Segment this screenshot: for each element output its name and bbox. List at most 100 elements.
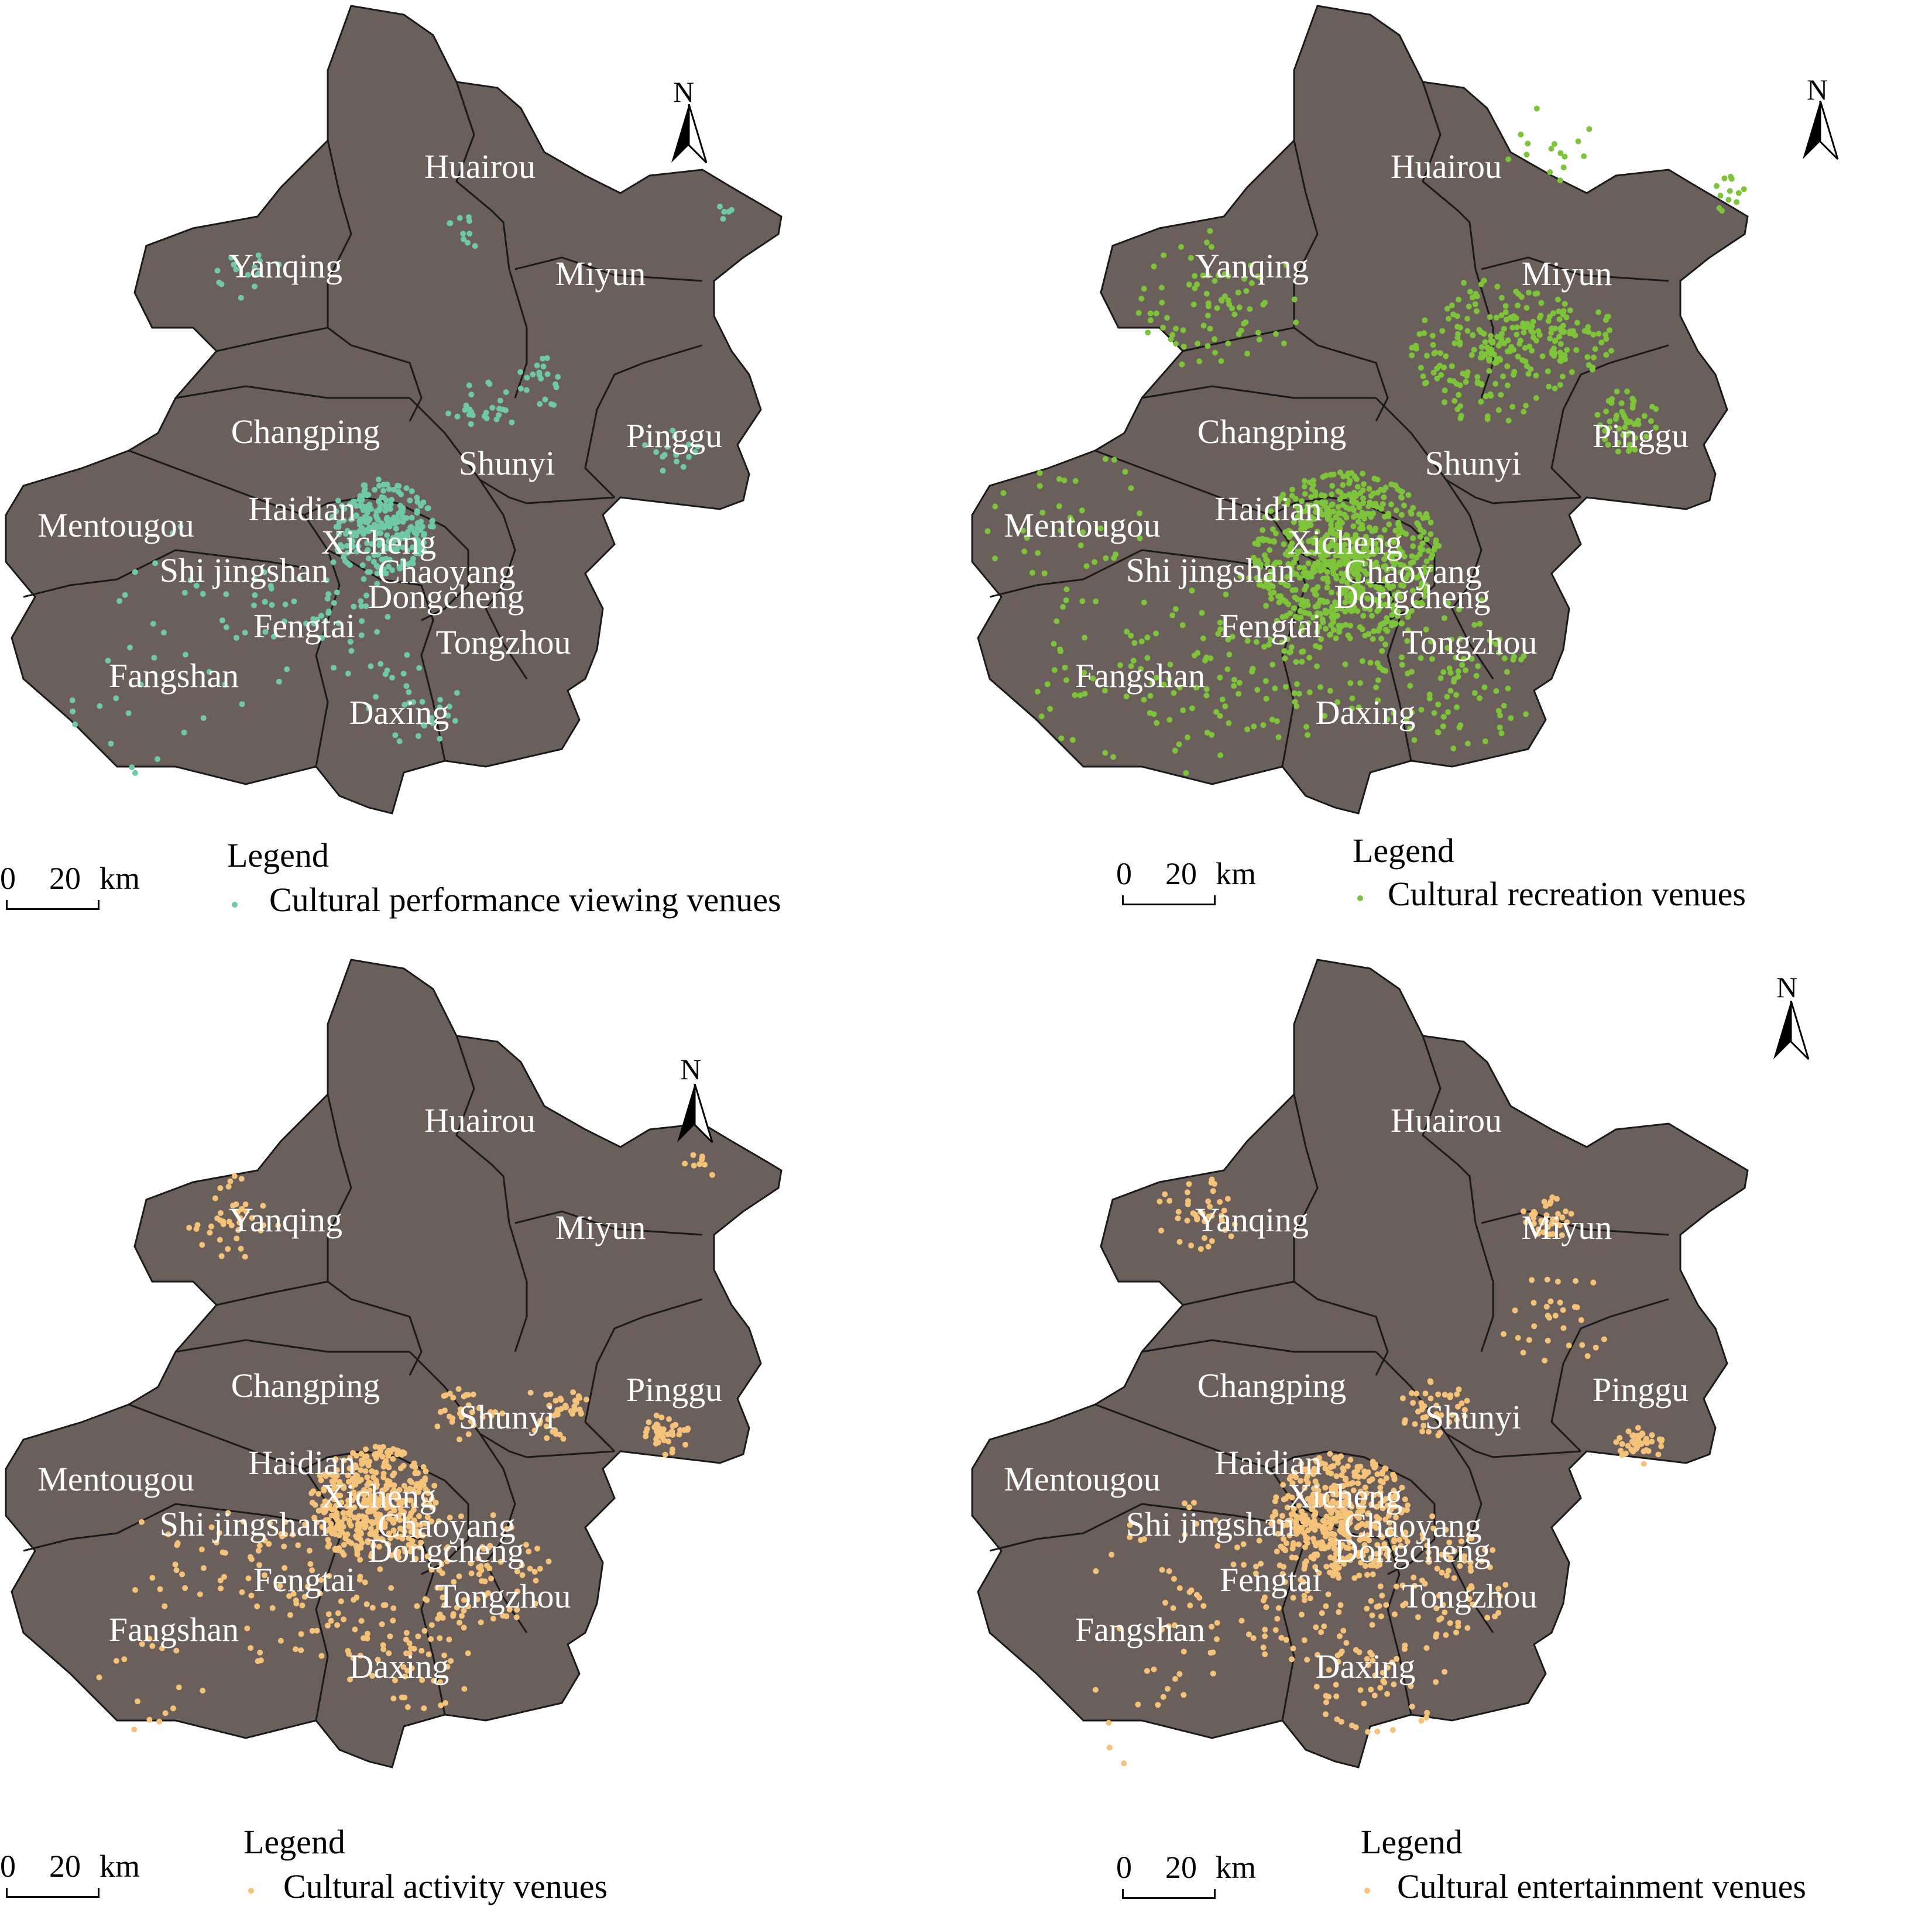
venue-point	[1444, 1572, 1450, 1579]
venue-point	[1474, 379, 1481, 385]
venue-point	[1194, 1214, 1200, 1221]
venue-point	[1324, 515, 1331, 521]
venue-point	[435, 1518, 442, 1524]
venue-point	[374, 629, 380, 635]
venue-point	[341, 1616, 347, 1623]
district-border	[1387, 1538, 1412, 1715]
venue-point	[1374, 1471, 1381, 1478]
venue-point	[1355, 1480, 1361, 1486]
north-arrow-icon	[1773, 1001, 1810, 1060]
venue-point	[1263, 1604, 1269, 1610]
venue-point	[383, 570, 389, 576]
venue-point	[1371, 548, 1377, 555]
venue-point	[347, 638, 354, 645]
venue-point	[1200, 1603, 1207, 1609]
venue-point	[1645, 1448, 1652, 1454]
venue-point	[1658, 1438, 1665, 1444]
venue-point	[392, 732, 399, 739]
venue-point	[692, 449, 698, 455]
venue-point	[1574, 1304, 1580, 1310]
venue-point	[1513, 289, 1519, 295]
venue-point	[1385, 1513, 1392, 1519]
venue-point	[1360, 613, 1367, 619]
venue-point	[1389, 612, 1395, 618]
venue-point	[1144, 634, 1151, 641]
venue-point	[250, 602, 257, 609]
district-label-daxing: Daxing	[1315, 1647, 1416, 1685]
venue-point	[363, 1446, 369, 1452]
venue-point	[334, 1517, 341, 1523]
venue-point	[1337, 490, 1344, 496]
venue-point	[1450, 378, 1457, 384]
venue-point	[468, 1418, 474, 1424]
venue-point	[377, 539, 383, 545]
venue-point	[1394, 613, 1401, 619]
venue-point	[1371, 1692, 1378, 1699]
venue-point	[1276, 1562, 1283, 1568]
venue-point	[364, 1474, 370, 1481]
venue-point	[1464, 369, 1471, 375]
venue-point	[1397, 561, 1403, 568]
venue-point	[1440, 669, 1447, 675]
venue-point	[1202, 1218, 1208, 1224]
venue-point	[1493, 314, 1499, 321]
venue-point	[1285, 561, 1292, 567]
venue-point	[397, 503, 403, 509]
venue-point	[1081, 669, 1087, 676]
venue-point	[149, 1575, 156, 1581]
district-border	[420, 1538, 446, 1715]
venue-point	[386, 1650, 392, 1657]
venue-point	[226, 1218, 232, 1225]
venue-point	[352, 1462, 359, 1468]
venue-point	[1263, 576, 1269, 582]
venue-point	[1514, 324, 1520, 331]
venue-point	[1433, 1634, 1439, 1640]
venue-point	[418, 518, 424, 525]
venue-point	[1420, 515, 1426, 521]
venue-point	[662, 1451, 668, 1458]
venue-point	[1625, 448, 1632, 454]
venue-point	[169, 530, 176, 537]
scale-twenty: 20	[1165, 856, 1197, 891]
venue-point	[366, 1487, 373, 1493]
venue-point	[1409, 588, 1416, 594]
venue-point	[1550, 310, 1556, 317]
venue-point	[1617, 1435, 1623, 1441]
venue-point	[406, 1650, 413, 1657]
venue-point	[1481, 277, 1487, 284]
venue-point	[1495, 1585, 1502, 1592]
venue-point	[424, 505, 431, 511]
venue-point	[1354, 476, 1360, 482]
venue-point	[414, 540, 421, 546]
venue-point	[1312, 1478, 1319, 1485]
venue-point	[1454, 1391, 1460, 1397]
venue-point	[437, 1635, 443, 1641]
venue-point	[1268, 1520, 1275, 1527]
district-label-shi-jingshan: Shi jingshan	[159, 551, 329, 589]
venue-point	[1000, 490, 1007, 496]
venue-point	[1487, 637, 1493, 644]
venue-point	[1053, 618, 1060, 624]
venue-point	[545, 1558, 552, 1565]
venue-point	[1557, 341, 1564, 347]
venue-point	[1436, 1616, 1442, 1623]
venue-point	[1360, 552, 1366, 559]
venue-point	[1261, 644, 1268, 650]
venue-point	[1092, 1687, 1099, 1693]
venue-point	[1557, 150, 1564, 156]
venue-point	[385, 614, 391, 620]
venue-point	[1170, 1605, 1176, 1611]
venue-point	[1370, 636, 1376, 642]
venue-point	[286, 1593, 293, 1599]
venue-point	[395, 1550, 402, 1556]
venue-point	[1398, 1506, 1404, 1512]
venue-point	[1117, 662, 1123, 668]
venue-point	[1490, 1547, 1496, 1553]
venue-point	[325, 1611, 332, 1617]
venue-point	[1283, 1637, 1289, 1643]
venue-point	[1557, 1222, 1563, 1228]
venue-point	[1504, 669, 1510, 675]
venue-point	[563, 1404, 569, 1410]
venue-point	[1385, 1664, 1391, 1671]
venue-point	[1301, 565, 1308, 571]
